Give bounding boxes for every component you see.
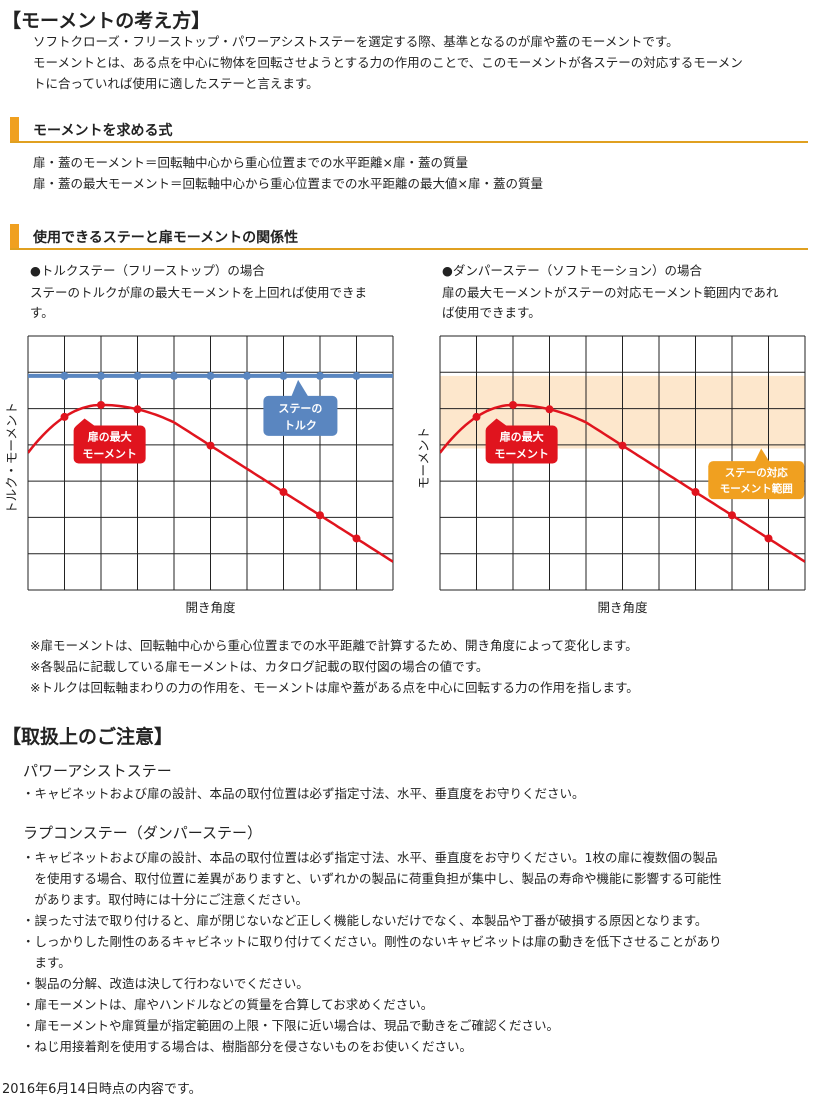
moment-point [618,441,627,450]
note-2: ※各製品に記載している扉モーメントは、カタログ記載の取付図の場合の値です。 [30,659,489,674]
band-callout-arrow [753,448,771,464]
moment-callout-label: 扉の最大 [500,429,544,443]
left-chart-desc1: ステーのトルクが扉の最大モーメントを上回れば使用できま [30,285,368,300]
moment-point [472,412,481,421]
moment-para1: ソフトクローズ・フリーストップ・パワーアシストステーを選定する際、基準となるのが… [33,34,679,49]
formula-line2: 扉・蓋の最大モーメント＝回転軸中心から重心位置までの水平距離の最大値×扉・蓋の質… [33,176,543,191]
right-chart-desc2: ば使用できます。 [442,305,541,320]
torque-point [243,371,251,380]
caution-title: 【取扱上のご注意】 [2,726,174,748]
moment-callout-label: 扉の最大 [88,429,132,443]
moment-point [509,400,517,409]
x-axis-label: 開き角度 [185,600,236,615]
lapcon-line-10: ・ねじ用接着剤を使用する場合は、樹脂部分を侵さないものをお使いください。 [22,1039,473,1054]
moment-point [545,405,554,414]
relation-heading-bar: 使用できるステーと扉モーメントの関係性 [10,224,808,250]
lapcon-line-3: があります。取付時には十分にご注意ください。 [22,892,309,907]
y-axis-label: トルク・モーメント [4,402,19,514]
torque-point [133,371,142,380]
moment-para3: トに合っていれば使用に適したステーと言えます。 [33,76,319,91]
moment-point [206,441,215,450]
note-3: ※トルクは回転軸まわりの力の作用を、モーメントは扉や蓋がある点を中心に回転する力… [30,680,639,695]
band-callout-label: ステーの対応 [725,466,788,479]
heading-accent [10,117,19,141]
moment-title: 【モーメントの考え方】 [2,10,211,32]
moment-point [97,400,105,409]
moment-callout-arrow [487,418,508,427]
formula-line1: 扉・蓋のモーメント＝回転軸中心から重心位置までの水平距離×扉・蓋の質量 [33,155,468,170]
lapcon-line-7: ・製品の分解、改造は決して行わないでください。 [22,976,309,991]
lapcon-line-1: ・キャビネットおよび扉の設計、本品の取付位置は必ず指定寸法、水平、垂直度をお守り… [22,850,718,865]
torque-callout-label: ステーの [278,402,322,415]
moment-point [691,488,700,497]
torque-point [352,371,361,380]
formula-heading-bar: モーメントを求める式 [10,117,808,143]
power-item-1: ・キャビネットおよび扉の設計、本品の取付位置は必ず指定寸法、水平、垂直度をお守り… [22,786,585,801]
lapcon-heading: ラプコンステー（ダンパーステー） [23,824,262,842]
moment-callout [73,425,146,464]
left-chart-desc2: す。 [30,305,54,320]
moment-point [352,534,361,543]
moment-point [764,534,773,543]
lapcon-line-5: ・しっかりした剛性のあるキャビネットに取り付けてください。剛性のないキャビネット… [22,934,722,949]
moment-para2: モーメントとは、ある点を中心に物体を回転させようとする力の作用のことで、このモー… [33,55,743,70]
torque-callout-label: トルク [284,419,317,432]
formula-heading: モーメントを求める式 [33,123,173,139]
band-callout [708,461,805,500]
torque-point [279,371,288,380]
torque-point [206,371,215,380]
moment-point [60,412,69,421]
footer-date: 2016年6月14日時点の内容です。 [2,1082,202,1097]
torque-point [316,371,324,380]
moment-callout-label: モーメント [494,447,549,460]
moment-callout-arrow [75,418,96,427]
moment-callout-label: モーメント [82,447,137,460]
moment-point [728,511,736,520]
torque-point [170,371,178,380]
torque-point [60,371,69,380]
relation-heading: 使用できるステーと扉モーメントの関係性 [33,230,299,246]
moment-callout [485,425,558,464]
right-chart-desc1: 扉の最大モーメントがステーの対応モーメント範囲内であれ [442,285,779,300]
moment-point [316,511,324,520]
band-callout-label: モーメント範囲 [720,482,793,495]
torque-callout-arrow [290,379,310,398]
x-axis-label: 開き角度 [597,600,648,615]
power-assist-heading: パワーアシストステー [23,762,172,780]
lapcon-line-6: ます。 [22,955,71,970]
moment-point [279,488,288,497]
heading-accent [10,224,19,248]
lapcon-line-8: ・扉モーメントは、扉やハンドルなどの質量を合算してお求めください。 [22,997,434,1012]
moment-point [133,405,142,414]
y-axis-label: モーメント [416,427,431,489]
left-chart-title: ●トルクステー（フリーストップ）の場合 [30,263,265,278]
lapcon-line-2: を使用する場合、取付位置に差異がありますと、いずれかの製品に荷重負担が集中し、製… [22,871,722,886]
torque-point [97,371,105,380]
right-chart-title: ●ダンパーステー（ソフトモーション）の場合 [442,263,703,278]
lapcon-line-9: ・扉モーメントや扉質量が指定範囲の上限・下限に近い場合は、現品で動きをご確認くだ… [22,1018,560,1033]
note-1: ※扉モーメントは、回転軸中心から重心位置までの水平距離で計算するため、開き角度に… [30,638,638,653]
lapcon-line-4: ・誤った寸法で取り付けると、扉が閉じないなど正しく機能しないだけでなく、本製品や… [22,913,708,928]
torque-callout [263,395,338,436]
